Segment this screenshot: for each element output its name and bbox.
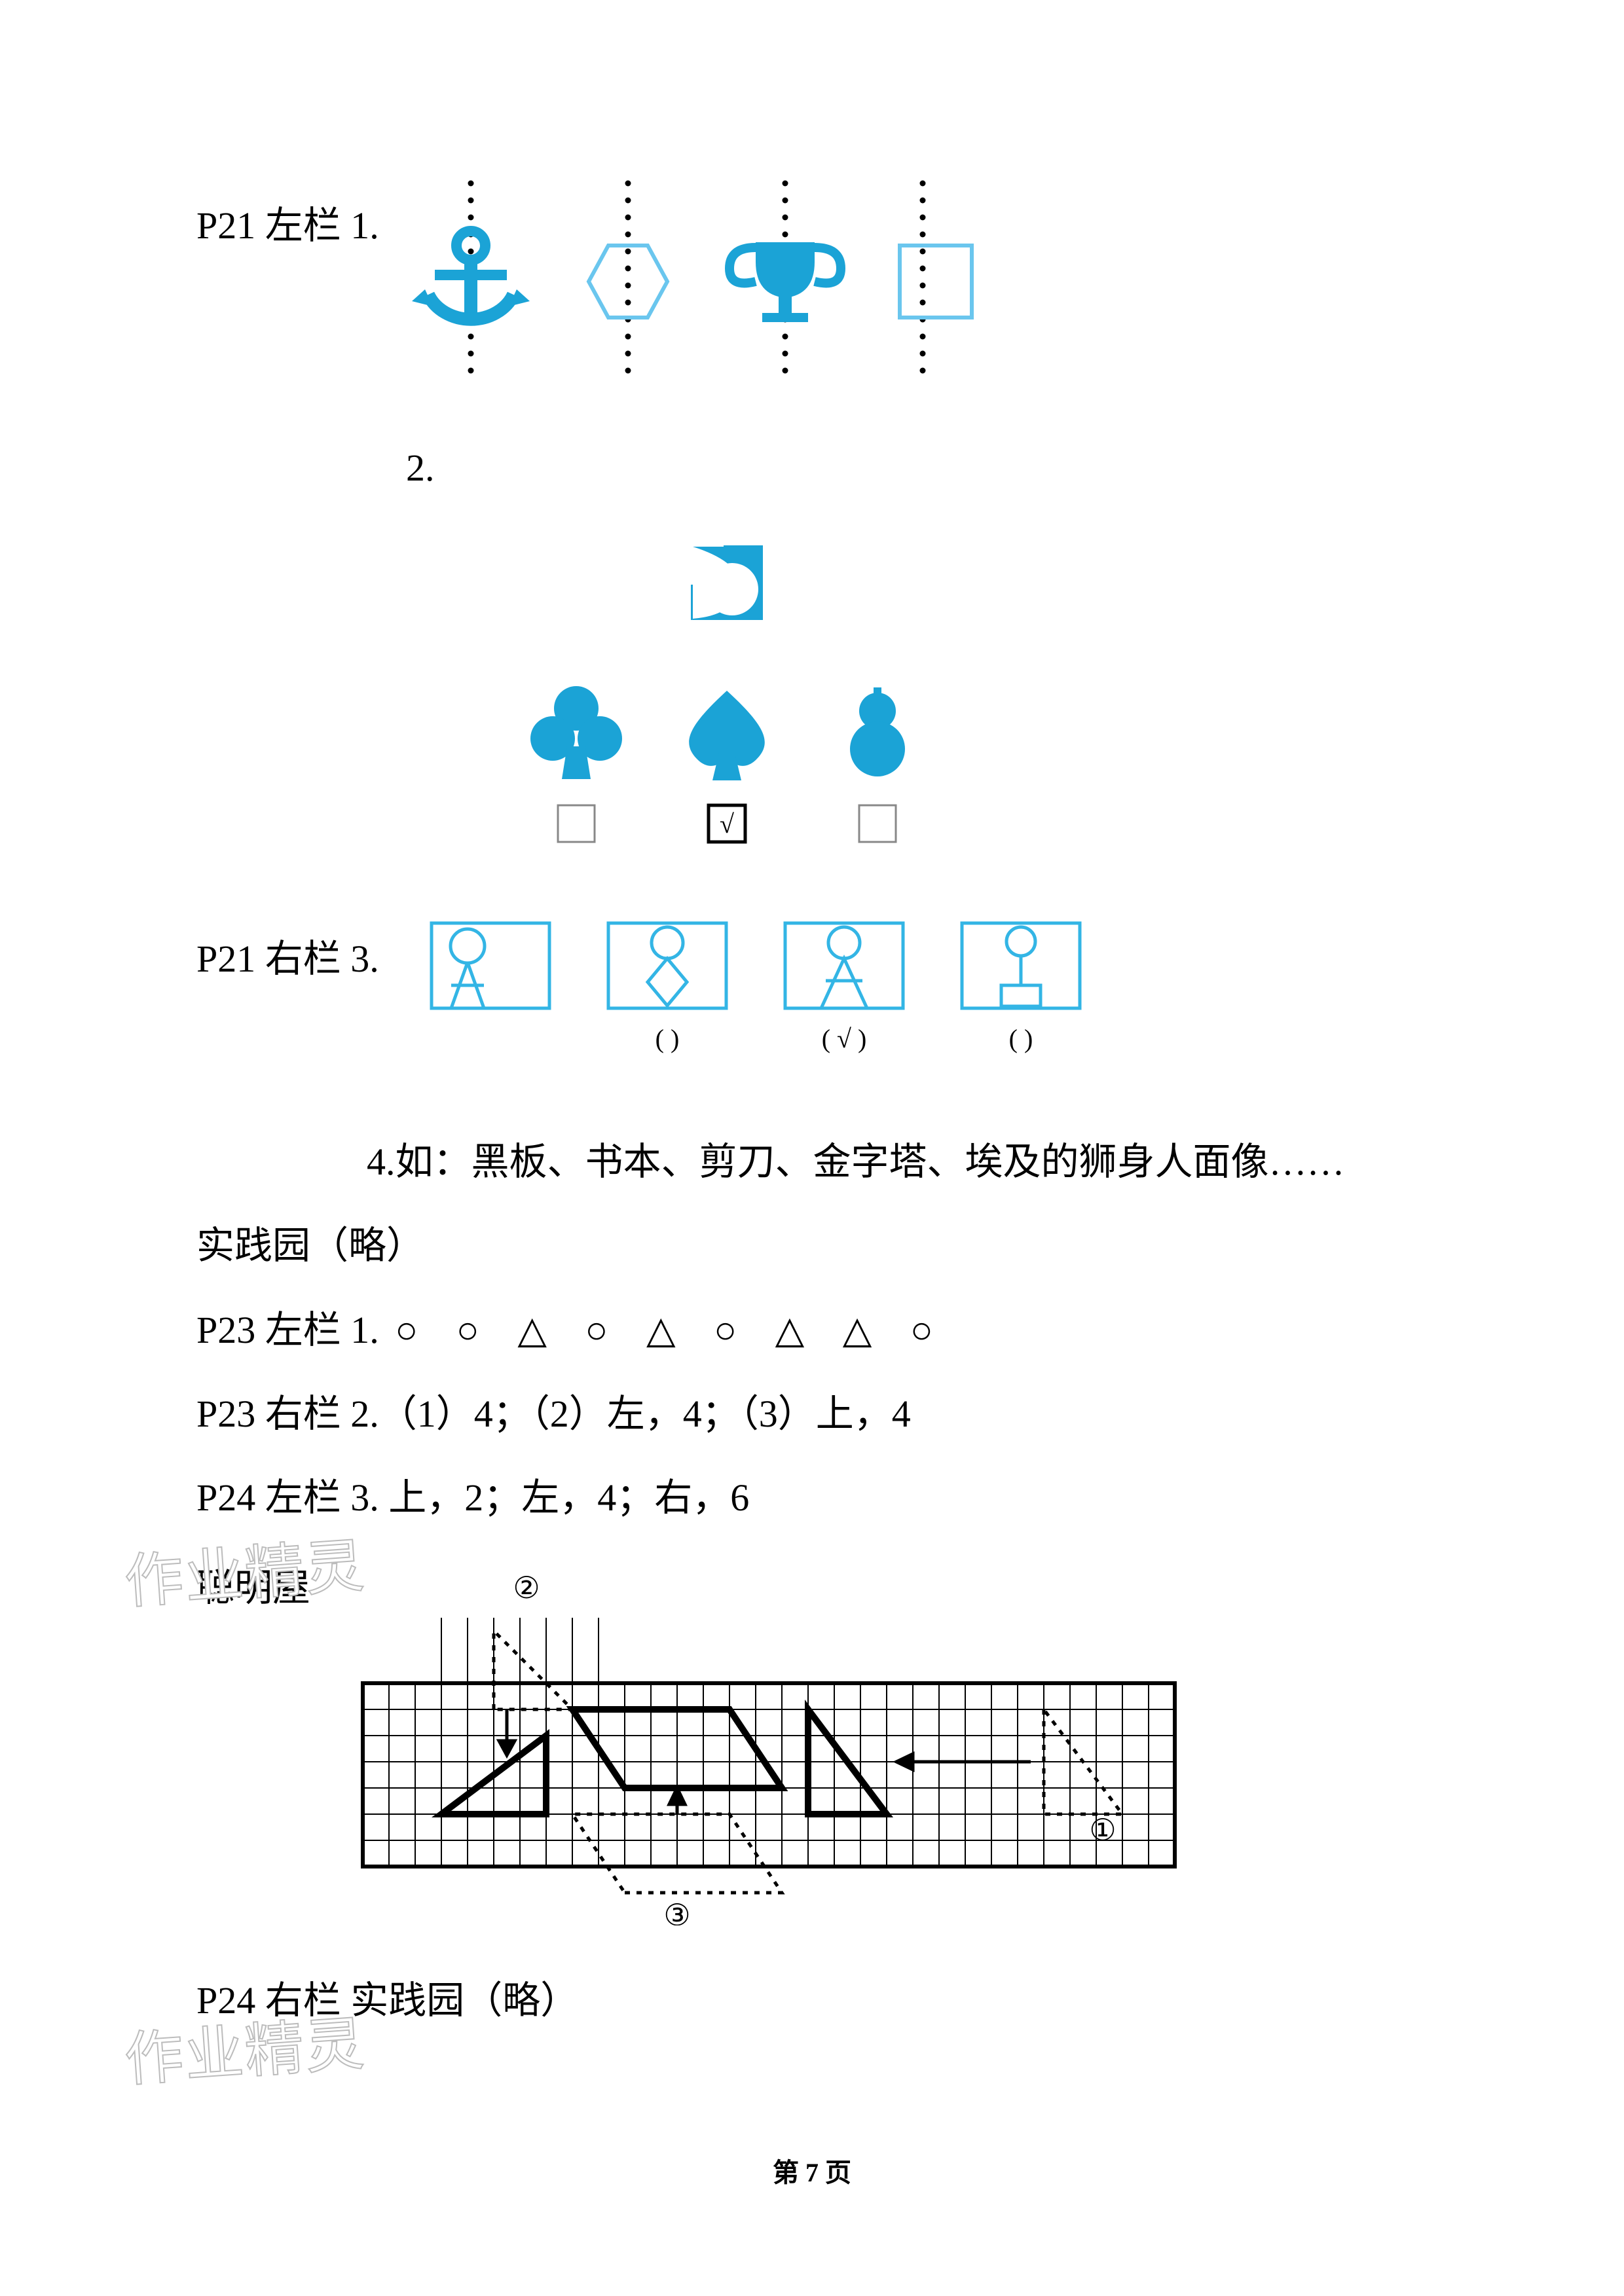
grid-figure: ② ③ ① — [350, 1546, 1188, 1925]
q2-label: 2. — [406, 412, 435, 504]
gourd-icon — [850, 687, 905, 776]
q1-label: P21 左栏 1. — [196, 170, 379, 262]
p23l1-label: P23 左栏 1. — [196, 1309, 379, 1351]
anchor-icon — [412, 231, 530, 319]
p24r-text: P24 右栏 实践园（略） — [196, 1965, 1428, 2037]
page-footer: 第 7 页 — [0, 2148, 1624, 2198]
p23r2-text: P23 右栏 2.（1）4；（2）左，4；（3）上，4 — [196, 1378, 1428, 1450]
q2-check: √ — [720, 809, 734, 839]
q4-text: 4.如：黑板、书本、剪刀、金字塔、埃及的狮身人面像…… — [367, 1126, 1428, 1198]
q3-figure: ( ) ( √ ) ( ) — [392, 903, 1099, 1074]
grid-label-bottom: ③ — [663, 1899, 690, 1925]
grid-label-top: ② — [513, 1571, 540, 1605]
grid-label-right: ① — [1089, 1813, 1116, 1847]
watermark: 作业精灵 — [120, 1988, 369, 2117]
q3-opt-d-label: ( ) — [1008, 1024, 1033, 1053]
club-icon — [530, 686, 622, 779]
watermark: 作业精灵 — [120, 1510, 369, 1639]
p23l1-line: P23 左栏 1. ○ ○ △ ○ △ ○ △ △ ○ — [196, 1294, 1428, 1366]
q1-figure — [392, 170, 982, 393]
q3-label: P21 右栏 3. — [196, 903, 379, 995]
square-icon — [900, 246, 972, 318]
sjy-text: 实践园（略） — [196, 1210, 1428, 1282]
spade-icon — [689, 691, 765, 780]
p23l1-seq: ○ ○ △ ○ △ ○ △ △ ○ — [395, 1309, 948, 1351]
page-number: 第 7 页 — [773, 2158, 851, 2187]
q2-figure: √ — [445, 524, 1022, 864]
q3-opt-b-label: ( ) — [655, 1024, 679, 1053]
trophy-icon — [729, 242, 841, 322]
p24l3-text: P24 左栏 3. 上，2；左，4；右，6 — [196, 1462, 1428, 1534]
hexagon-icon — [589, 246, 667, 318]
q3-opt-c-label: ( √ ) — [821, 1024, 866, 1053]
